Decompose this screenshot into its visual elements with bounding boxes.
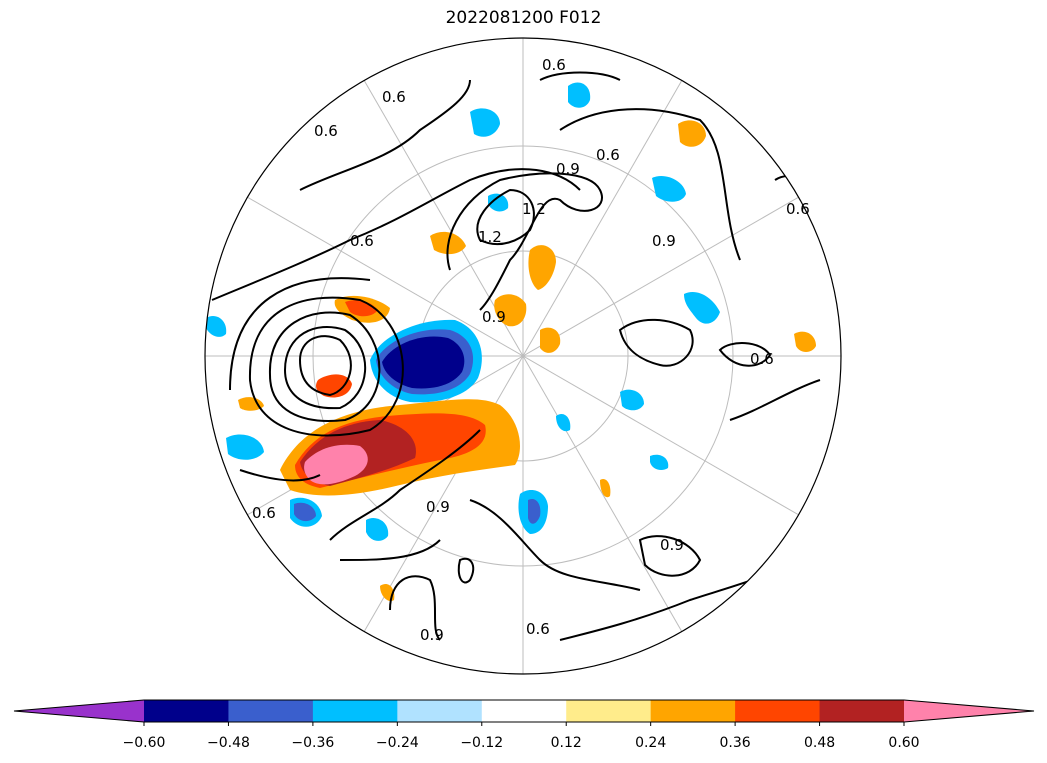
map-title: 2022081200 F012 [445,8,602,28]
contour-label: 0.6 [596,146,620,164]
colorbar-cell [481,700,567,722]
colorbar-ticks [143,722,905,726]
colorbar-tick-label: 0.12 [550,735,582,751]
colorbar-cell [312,700,398,722]
contour-label: 0.6 [350,232,374,250]
contour-label: 0.6 [750,350,774,368]
graticule [205,38,841,674]
positive-anomaly-region [316,374,352,398]
positive-anomaly-region [794,331,816,352]
map-boundary [204,37,842,675]
colorbar-tick-label: 0.60 [888,735,920,751]
negative-anomaly-region [568,82,591,108]
contour-label: 0.9 [420,626,444,644]
negative-anomaly-region [294,502,316,522]
colorbar-tick-label: 0.36 [719,735,751,751]
negative-anomaly-region [226,434,264,460]
colorbar-tick-label: 0.48 [803,735,836,751]
positive-anomaly-region [540,327,561,353]
negative-anomaly-region [556,413,571,432]
contour-label: 0.9 [482,308,506,326]
negative-anomaly-region [620,389,644,411]
positive-anomaly-region [528,245,556,290]
contour-label: 0.9 [652,232,676,250]
contour-labels: 0.6 0.6 0.6 0.6 0.6 0.6 0.6 0.6 0.6 0.9 … [252,56,810,644]
colorbar-tick-label: −0.12 [460,735,504,751]
colorbar-tick-label: −0.36 [291,735,335,751]
negative-anomaly-region [206,315,227,337]
negative-anomaly-region [652,175,686,202]
colorbar-extend-low [14,700,144,722]
colorbar-cell [566,700,652,722]
anomaly-shading [206,82,816,602]
colorbar-cell [144,700,229,722]
contour-label: 0.9 [426,498,450,516]
negative-anomaly-region [684,292,720,324]
colorbar-cell [397,700,483,722]
contour-label: 0.6 [314,122,338,140]
colorbar-extend-high [904,700,1034,722]
negative-anomaly-region [650,454,669,470]
colorbar-tick-label: −0.60 [122,735,166,751]
negative-anomaly-region [488,193,509,212]
contour-label: 0.9 [556,160,580,178]
contour-label: 0.6 [382,88,406,106]
colorbar-cell [228,700,314,722]
colorbar [13,699,1035,726]
colorbar-cell [735,700,821,722]
colorbar-cell [819,700,905,722]
negative-anomaly-region [528,498,541,524]
negative-anomaly-region [366,517,389,541]
negative-anomaly-region [470,108,500,137]
contour-label: 0.6 [252,504,276,522]
positive-anomaly-region [304,444,368,485]
polar-map: 0.6 0.6 0.6 0.6 0.6 0.6 0.6 0.6 0.6 0.9 … [204,37,842,675]
contour-label: 0.6 [526,620,550,638]
colorbar-cell [650,700,736,722]
positive-anomaly-region [238,397,264,411]
contour-label: 1.2 [522,200,546,218]
colorbar-tick-label: −0.48 [206,735,250,751]
contour-label: 0.9 [660,536,684,554]
colorbar-tick-label: −0.24 [375,735,419,751]
colorbar-cells [14,700,1034,722]
contour-label: 0.6 [542,56,566,74]
contour-label: 0.6 [786,200,810,218]
positive-anomaly-region [494,294,527,327]
contour-label: 1.2 [478,228,502,246]
positive-anomaly-region [678,120,706,147]
colorbar-tick-label: 0.24 [635,735,667,751]
positive-anomaly-region [600,478,611,498]
